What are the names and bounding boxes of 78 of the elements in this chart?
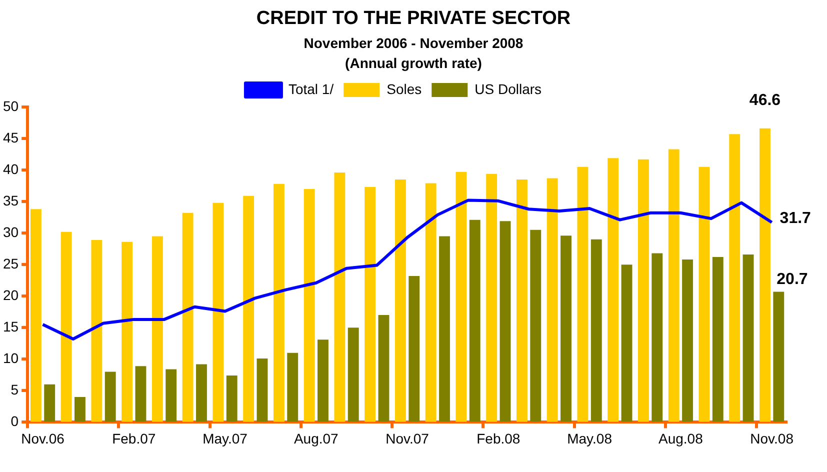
bar (182, 212, 194, 422)
bar (760, 128, 770, 422)
bar (729, 134, 740, 422)
bar (348, 328, 359, 422)
bar (304, 188, 315, 422)
y-tick-label: 15 (2, 318, 19, 334)
bar (287, 352, 298, 422)
legend-label: US Dollars (474, 80, 542, 97)
data-label: 20.7 (776, 271, 808, 288)
bar (318, 340, 328, 422)
bar (668, 149, 680, 422)
bar (516, 179, 528, 422)
x-tick-label: Aug.08 (658, 430, 704, 446)
bar (212, 202, 224, 422)
x-tick-label: Aug.07 (294, 430, 339, 446)
bar (44, 384, 56, 422)
bar (742, 254, 754, 422)
bar (122, 242, 133, 422)
chart-subtitle: November 2006 - November 2008 (Annual growth rate) (302, 34, 524, 73)
bar (91, 240, 102, 422)
bar (408, 276, 420, 422)
x-tick-label: Nov.07 (386, 430, 430, 446)
x-tick-label: Nov.06 (21, 430, 65, 446)
bar (60, 232, 72, 422)
y-tick-label: 0 (10, 413, 19, 430)
x-tick-label: Feb.07 (112, 430, 156, 446)
bar (712, 257, 724, 422)
bar (364, 187, 376, 422)
y-tick-label: 50 (2, 98, 19, 114)
bar (166, 369, 177, 422)
bar (135, 366, 146, 422)
bar (425, 183, 436, 422)
bar (152, 236, 163, 422)
bar (577, 166, 588, 422)
bar (638, 159, 649, 422)
y-tick-label: 40 (2, 160, 19, 177)
data-label: 31.7 (780, 210, 812, 227)
data-label: 46.6 (749, 92, 781, 109)
bar (682, 260, 693, 422)
x-tick-label: May.07 (202, 430, 248, 446)
bar (608, 158, 619, 422)
bar (394, 179, 406, 422)
y-tick-label: 5 (10, 382, 19, 398)
x-tick-label: May.08 (567, 430, 612, 446)
bar (590, 239, 602, 422)
bar (500, 221, 511, 422)
bar (196, 364, 207, 422)
y-tick-label: 30 (2, 224, 19, 240)
bar (104, 372, 116, 422)
bar (486, 174, 498, 422)
bar (698, 166, 710, 422)
bar (273, 184, 284, 422)
bar (256, 358, 268, 422)
bar (378, 315, 390, 422)
y-tick-label: 20 (2, 286, 19, 303)
x-tick-label: Feb.08 (476, 430, 520, 446)
bar (621, 264, 632, 422)
y-tick-label: 10 (2, 350, 19, 366)
x-tick-label: Nov.08 (750, 430, 794, 446)
bar (243, 196, 254, 422)
bar (226, 376, 238, 422)
y-tick-label: 35 (2, 192, 19, 208)
y-tick-label: 45 (2, 129, 19, 146)
bar (530, 230, 542, 422)
bar (74, 396, 86, 422)
bar (773, 292, 784, 422)
bar (456, 172, 467, 422)
legend-label: Total 1/ (288, 80, 334, 97)
legend-label: Soles (386, 80, 422, 97)
y-tick-label: 25 (2, 255, 19, 272)
bar (652, 253, 663, 422)
bar (30, 209, 42, 422)
bar (560, 236, 572, 422)
bar (334, 172, 346, 422)
bar (546, 178, 558, 422)
bar (469, 220, 480, 422)
bar (439, 236, 450, 422)
chart-title: CREDIT TO THE PRIVATE SECTOR (255, 8, 572, 30)
